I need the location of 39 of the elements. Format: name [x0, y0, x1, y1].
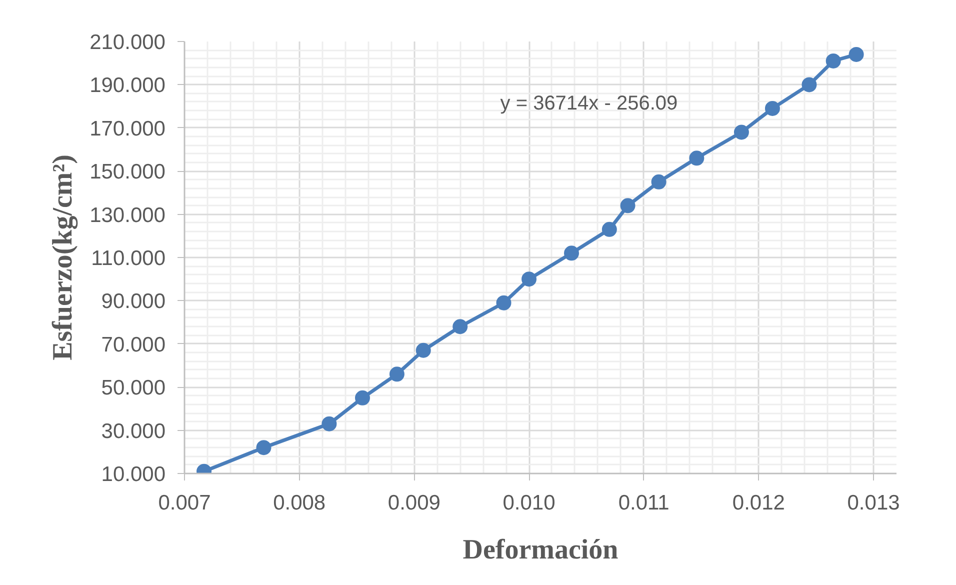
point [416, 342, 431, 358]
point [802, 77, 817, 92]
y-axis-title: Esfuerzo(kg/cm²) [48, 154, 79, 360]
y-tick-label: 10.000 [101, 463, 166, 486]
point [452, 319, 468, 334]
point [689, 150, 704, 166]
point [764, 100, 780, 116]
x-tick-label: 0.008 [273, 492, 326, 514]
y-tick-label: 30.000 [101, 420, 166, 443]
point [322, 416, 337, 432]
point [564, 246, 580, 261]
y-tick-label: 210.000 [90, 31, 166, 54]
annotation: y = 36714x - 256.09 [500, 92, 678, 115]
point [522, 272, 537, 287]
x-tick-label: 0.007 [158, 492, 211, 514]
y-tick-label: 150.000 [90, 160, 166, 184]
point [602, 222, 617, 237]
point [826, 53, 841, 68]
point [651, 174, 666, 190]
point [734, 124, 749, 140]
point [355, 390, 370, 406]
y-tick-label: 70.000 [101, 333, 166, 356]
point [389, 366, 404, 382]
x-tick-label: 0.011 [618, 492, 670, 514]
y-tick-label: 190.000 [90, 74, 166, 98]
y-tick-label: 110.000 [91, 247, 166, 270]
x-tick-label: 0.010 [502, 492, 556, 514]
point [256, 440, 272, 456]
x-tick-label: 0.013 [847, 492, 900, 514]
y-tick-label: 130.000 [90, 204, 166, 227]
point [848, 46, 864, 62]
point [496, 295, 512, 310]
y-tick-label: 90.000 [101, 290, 166, 314]
y-tick-label: 170.000 [90, 117, 166, 140]
point [620, 198, 636, 214]
x-tick-label: 0.012 [732, 492, 785, 514]
x-axis-title: Deformación [462, 534, 619, 566]
y-tick-label: 50.000 [101, 376, 166, 400]
x-tick-label: 0.009 [388, 492, 440, 514]
